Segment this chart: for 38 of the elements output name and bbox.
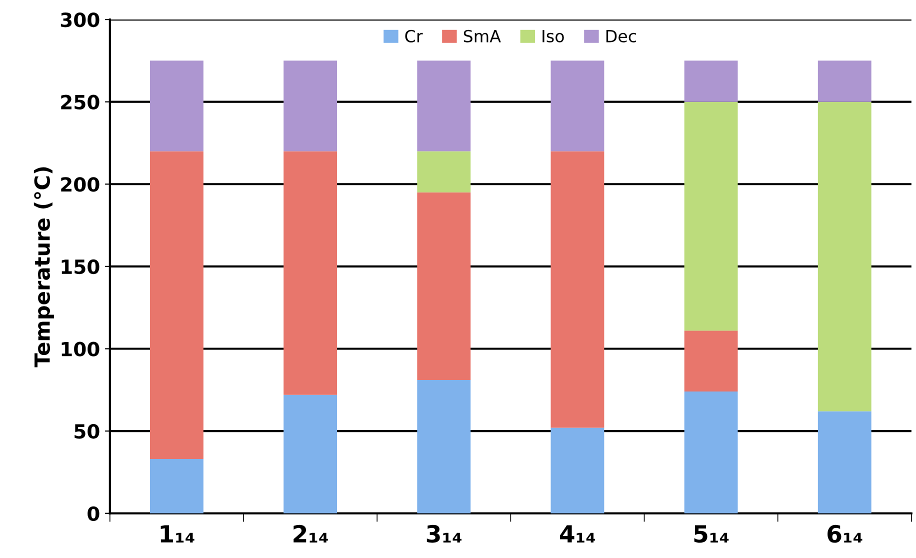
bar (150, 151, 204, 460)
y-tick-label: 100 (62, 342, 100, 356)
y-tick-label: 200 (61, 177, 100, 192)
bar (550, 151, 604, 428)
x-tick-label: 1₁₄ (160, 525, 194, 542)
y-tick-label: 300 (60, 12, 100, 28)
x-tick-label: 6₁₄ (828, 524, 862, 543)
x-tick-label: 5₁₄ (694, 525, 729, 543)
y-tick-label: 50 (74, 424, 100, 439)
bar (284, 151, 338, 395)
legend-label: Cr (405, 30, 423, 42)
bar (150, 459, 204, 514)
bar (417, 192, 471, 380)
legend-label: SmA (464, 30, 501, 42)
legend-label: Dec (606, 30, 636, 42)
bar (684, 102, 738, 331)
bar (684, 392, 738, 514)
bar (818, 60, 872, 102)
x-tick-label: 4₁₄ (560, 525, 596, 542)
bar (684, 330, 738, 392)
y-tick-label: 150 (62, 259, 100, 274)
bar (550, 60, 604, 152)
y-tick-label: 0 (88, 506, 100, 522)
bar (284, 60, 338, 152)
bar (150, 60, 204, 152)
bar (550, 428, 604, 514)
bar (684, 60, 738, 102)
y-tick-label: 250 (61, 94, 100, 110)
x-tick-label: 2₁₄ (294, 524, 328, 542)
bar (417, 380, 471, 514)
bar (284, 394, 338, 514)
bar (818, 102, 872, 412)
x-tick-label: 3₁₄ (426, 524, 462, 543)
bar (417, 151, 471, 192)
y-axis-title: Temperature (°C) (34, 167, 54, 368)
bar (417, 60, 471, 152)
legend-label: Iso (542, 30, 564, 42)
bar (818, 411, 872, 514)
